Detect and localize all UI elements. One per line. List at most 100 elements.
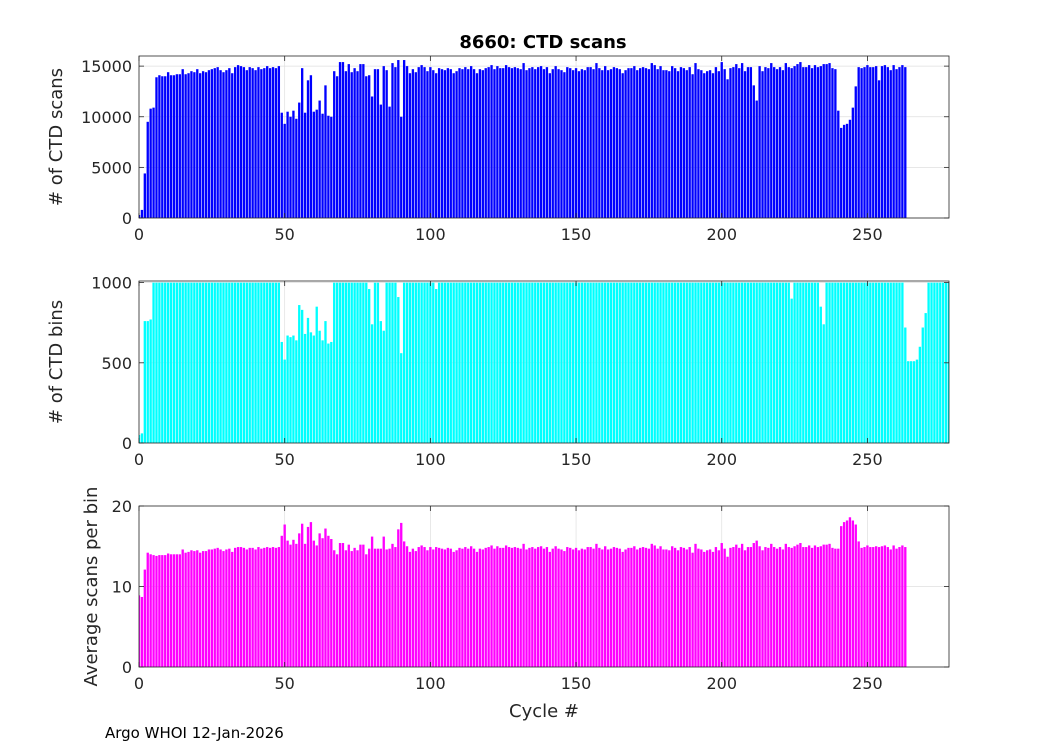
bar bbox=[633, 546, 636, 667]
y-tick-label: 1000 bbox=[91, 274, 132, 293]
bar bbox=[717, 282, 720, 443]
bar bbox=[522, 282, 525, 443]
bar bbox=[842, 282, 846, 443]
bar bbox=[461, 548, 464, 667]
bar bbox=[420, 282, 423, 443]
bar bbox=[301, 68, 304, 219]
bar bbox=[504, 65, 508, 218]
bar bbox=[557, 69, 560, 218]
bar bbox=[228, 548, 231, 667]
bar bbox=[309, 522, 313, 667]
bar bbox=[542, 69, 546, 218]
bar bbox=[155, 555, 158, 667]
bar bbox=[840, 526, 843, 667]
bar bbox=[446, 547, 450, 667]
bar bbox=[703, 282, 706, 443]
y-tick-label: 10000 bbox=[81, 108, 132, 127]
bar bbox=[172, 282, 176, 443]
bar bbox=[405, 66, 409, 218]
bar bbox=[139, 595, 141, 667]
bar bbox=[656, 282, 659, 443]
bar bbox=[426, 550, 429, 667]
bar bbox=[190, 550, 193, 667]
bar bbox=[286, 540, 289, 667]
bar bbox=[504, 545, 508, 667]
bar bbox=[740, 543, 744, 667]
bar bbox=[408, 551, 412, 667]
bar bbox=[828, 543, 831, 667]
bar bbox=[146, 321, 149, 443]
bar bbox=[770, 63, 773, 219]
x-tick-label: 250 bbox=[852, 674, 883, 693]
bar bbox=[370, 324, 374, 443]
bar bbox=[822, 544, 825, 667]
bar bbox=[362, 544, 365, 667]
y-tick-label: 0 bbox=[122, 209, 132, 228]
bar bbox=[397, 529, 400, 667]
bar bbox=[155, 282, 158, 443]
y-axis-label: Average scans per bin bbox=[81, 487, 102, 687]
bar bbox=[277, 282, 281, 443]
y-axis-label: # of CTD scans bbox=[46, 68, 67, 206]
bar bbox=[729, 547, 732, 667]
bar bbox=[321, 340, 324, 443]
bar bbox=[877, 80, 881, 218]
bar bbox=[201, 551, 205, 667]
bar bbox=[735, 64, 738, 218]
bar bbox=[303, 333, 307, 443]
bar bbox=[551, 69, 554, 218]
bar bbox=[452, 73, 455, 219]
bar bbox=[676, 282, 680, 443]
bar bbox=[641, 547, 645, 667]
bar bbox=[286, 111, 289, 218]
x-tick-label: 100 bbox=[415, 225, 446, 244]
axes-frame bbox=[138, 280, 950, 444]
bar bbox=[207, 70, 211, 218]
bar bbox=[169, 554, 173, 667]
bar bbox=[347, 282, 350, 443]
bar bbox=[609, 282, 613, 443]
bar bbox=[225, 70, 228, 218]
bar bbox=[394, 547, 397, 667]
bar bbox=[516, 547, 519, 667]
bar bbox=[764, 282, 767, 443]
bar bbox=[583, 70, 586, 218]
bar bbox=[359, 64, 362, 218]
bar bbox=[726, 79, 729, 218]
bar bbox=[365, 554, 368, 667]
bar bbox=[519, 282, 522, 443]
bar bbox=[298, 533, 301, 667]
bar bbox=[857, 282, 860, 443]
bar bbox=[569, 547, 572, 667]
bar bbox=[746, 282, 750, 443]
bar bbox=[872, 67, 875, 218]
x-tick-label: 100 bbox=[415, 450, 446, 469]
bar bbox=[423, 67, 426, 218]
bar bbox=[478, 282, 482, 443]
bar bbox=[793, 66, 796, 218]
bar bbox=[435, 73, 438, 219]
bar bbox=[842, 522, 846, 667]
bar bbox=[758, 546, 761, 667]
bar bbox=[169, 282, 173, 443]
bar bbox=[417, 67, 420, 218]
bar bbox=[467, 282, 470, 443]
bar bbox=[490, 545, 493, 667]
bar bbox=[775, 69, 779, 218]
bar bbox=[516, 68, 519, 219]
bar bbox=[679, 67, 683, 218]
bar bbox=[627, 547, 630, 667]
bar bbox=[464, 282, 467, 443]
y-tick-label: 5000 bbox=[91, 158, 132, 177]
bar bbox=[755, 100, 758, 218]
bar bbox=[161, 282, 164, 443]
bar bbox=[175, 282, 179, 443]
bar bbox=[368, 548, 371, 667]
bar bbox=[805, 547, 808, 667]
bar bbox=[665, 549, 668, 667]
bar bbox=[738, 547, 741, 667]
bar bbox=[539, 282, 543, 443]
bar bbox=[676, 71, 680, 218]
bar bbox=[662, 282, 665, 443]
bar bbox=[155, 77, 158, 218]
